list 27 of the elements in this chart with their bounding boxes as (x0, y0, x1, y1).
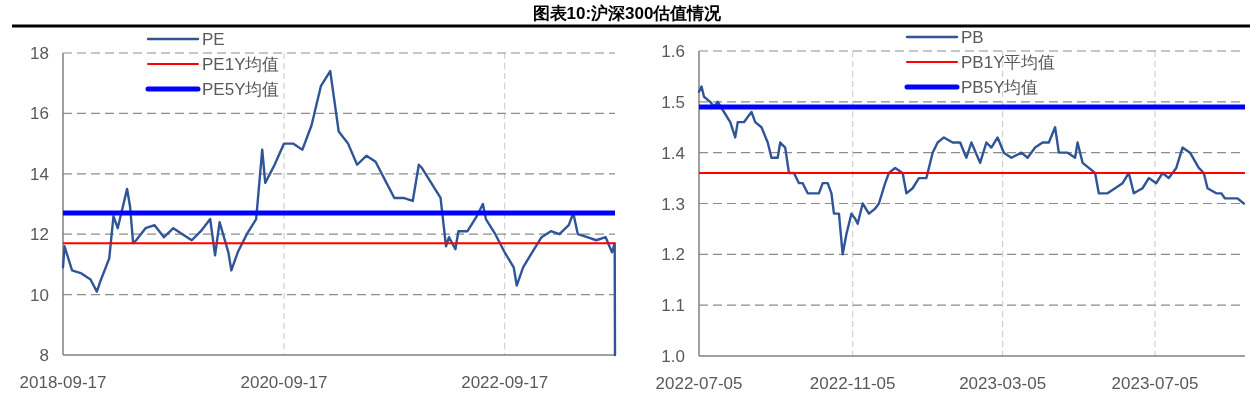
y-tick-label: 10 (30, 285, 49, 305)
x-tick-label: 2018-09-17 (19, 373, 107, 392)
y-tick-label: 1.4 (661, 143, 685, 163)
y-tick-label: 14 (30, 164, 49, 184)
x-tick-label: 2023-07-05 (1111, 374, 1199, 393)
legend-label: PE1Y均值 (202, 55, 280, 74)
x-tick-label: 2022-11-05 (809, 374, 896, 393)
chart-title: 图表10:沪深300估值情况 (532, 4, 723, 23)
x-tick-label: 2022-09-17 (461, 373, 549, 392)
y-tick-label: 12 (30, 225, 49, 245)
y-tick-label: 1.5 (661, 92, 685, 112)
legend-label: PB (961, 28, 984, 47)
y-tick-label: 1.2 (661, 245, 685, 265)
y-tick-label: 16 (30, 104, 49, 124)
legend-label: PB1Y平均值 (961, 53, 1056, 72)
legend-label: PE (202, 30, 225, 49)
y-tick-label: 1.0 (661, 347, 685, 366)
legend-label: PE5Y均值 (202, 80, 280, 99)
legend-label: PB5Y均值 (961, 78, 1039, 97)
y-tick-label: 1.1 (661, 296, 685, 316)
y-tick-label: 1.3 (661, 194, 685, 214)
y-tick-label: 8 (39, 346, 49, 365)
x-tick-label: 2022-07-05 (655, 374, 743, 393)
y-tick-label: 18 (30, 44, 49, 63)
x-tick-label: 2020-09-17 (240, 373, 328, 392)
y-tick-label: 1.6 (661, 42, 685, 61)
x-tick-label: 2023-03-05 (959, 374, 1047, 393)
